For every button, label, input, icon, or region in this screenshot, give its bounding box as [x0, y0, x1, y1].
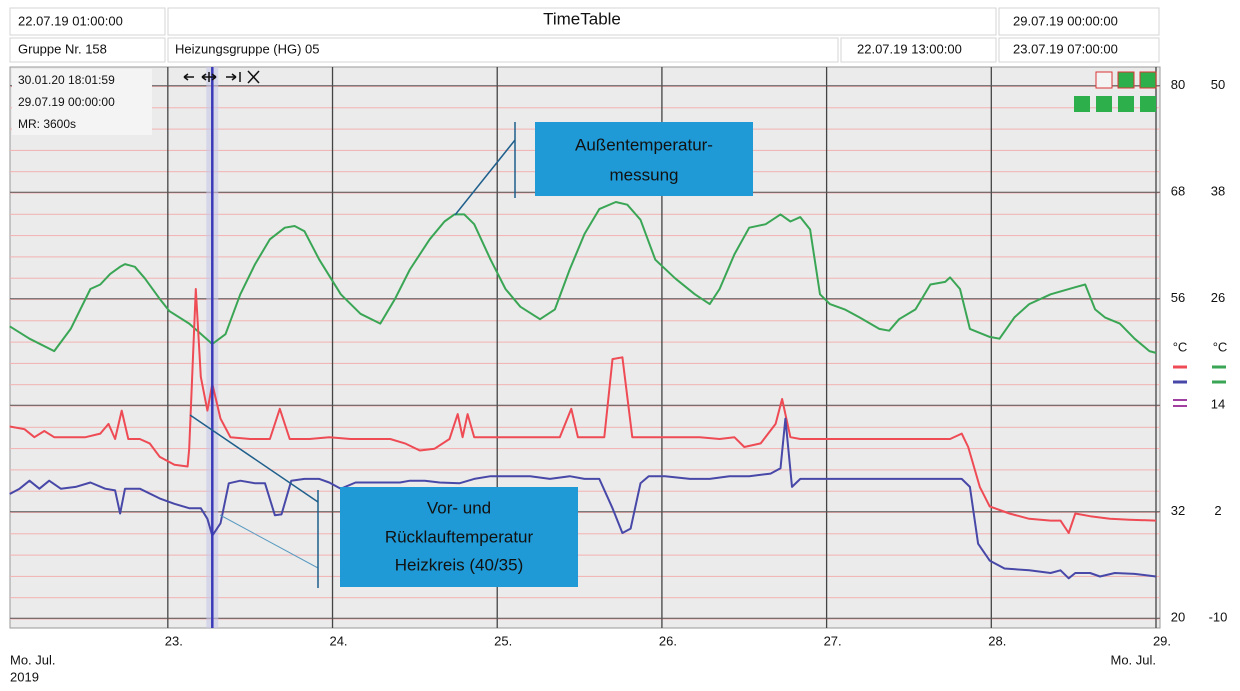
annotation: Außentemperatur- messung [454, 122, 753, 216]
annotation: Vor- und Rücklauftemperatur Heizkreis (4… [189, 414, 578, 588]
legend [1173, 365, 1226, 384]
y2-unit: °C [1213, 339, 1228, 354]
x-tick-label: 27. [824, 633, 842, 648]
title: TimeTable [543, 9, 621, 28]
lines [9, 67, 1157, 628]
toolbar[interactable] [1074, 71, 1157, 112]
y2-tick-label: 2 [1214, 503, 1221, 518]
header-cell [167, 7, 997, 36]
header-cell [167, 37, 839, 63]
annotation-text: Vor- und [427, 498, 491, 517]
y-tick-label: 20 [1171, 610, 1185, 625]
header-cell [840, 37, 997, 63]
annotation-text: Heizkreis (40/35) [395, 555, 524, 574]
series-line [9, 288, 1157, 534]
y2-tick-label: 38 [1211, 184, 1225, 199]
header-cell [9, 37, 166, 63]
annotation-text: messung [610, 165, 679, 184]
x-tick-label: 25. [494, 633, 512, 648]
annotation-text: Rücklauftemperatur [385, 527, 534, 546]
y-tick-label: 56 [1171, 290, 1185, 305]
x-caption: Mo. Jul. [1110, 652, 1156, 667]
header-cell [998, 37, 1160, 63]
legend-marker [1173, 399, 1187, 407]
x-tick-label: 24. [329, 633, 347, 648]
series-line [9, 201, 1157, 354]
time-b: 23.07.19 07:00:00 [1013, 41, 1118, 56]
y-tick-label: 80 [1171, 77, 1185, 92]
header-cell [9, 7, 166, 36]
info-text: MR: 3600s [18, 117, 76, 131]
start-time: 22.07.19 01:00:00 [18, 13, 123, 28]
x-tick-label: 28. [988, 633, 1006, 648]
x-tick-label: 23. [165, 633, 183, 648]
info-text: 29.07.19 00:00:00 [18, 95, 115, 109]
y-tick-label: 68 [1171, 184, 1185, 199]
y-unit: °C [1173, 339, 1188, 354]
group-name: Heizungsgruppe (HG) 05 [175, 41, 320, 56]
cursor-tools[interactable] [183, 70, 260, 84]
info-text: 30.01.20 18:01:59 [18, 73, 115, 87]
annotation-text: Außentemperatur- [575, 135, 713, 154]
end-time: 29.07.19 00:00:00 [1013, 13, 1118, 28]
info-box [12, 69, 152, 135]
header-cell [998, 7, 1160, 36]
x-caption: Mo. Jul. [10, 652, 56, 667]
time-a: 22.07.19 13:00:00 [857, 41, 962, 56]
series-line [9, 417, 1157, 580]
x-tick-label: 29. [1153, 633, 1171, 648]
y2-tick-label: 14 [1211, 397, 1225, 412]
y2-tick-label: 50 [1211, 77, 1225, 92]
x-caption: 2019 [10, 669, 39, 684]
x-tick-label: 26. [659, 633, 677, 648]
y2-tick-label: -10 [1209, 610, 1228, 625]
group: Gruppe Nr. 158 [18, 41, 107, 56]
y2-tick-label: 26 [1211, 290, 1225, 305]
y-tick-label: 32 [1171, 503, 1185, 518]
